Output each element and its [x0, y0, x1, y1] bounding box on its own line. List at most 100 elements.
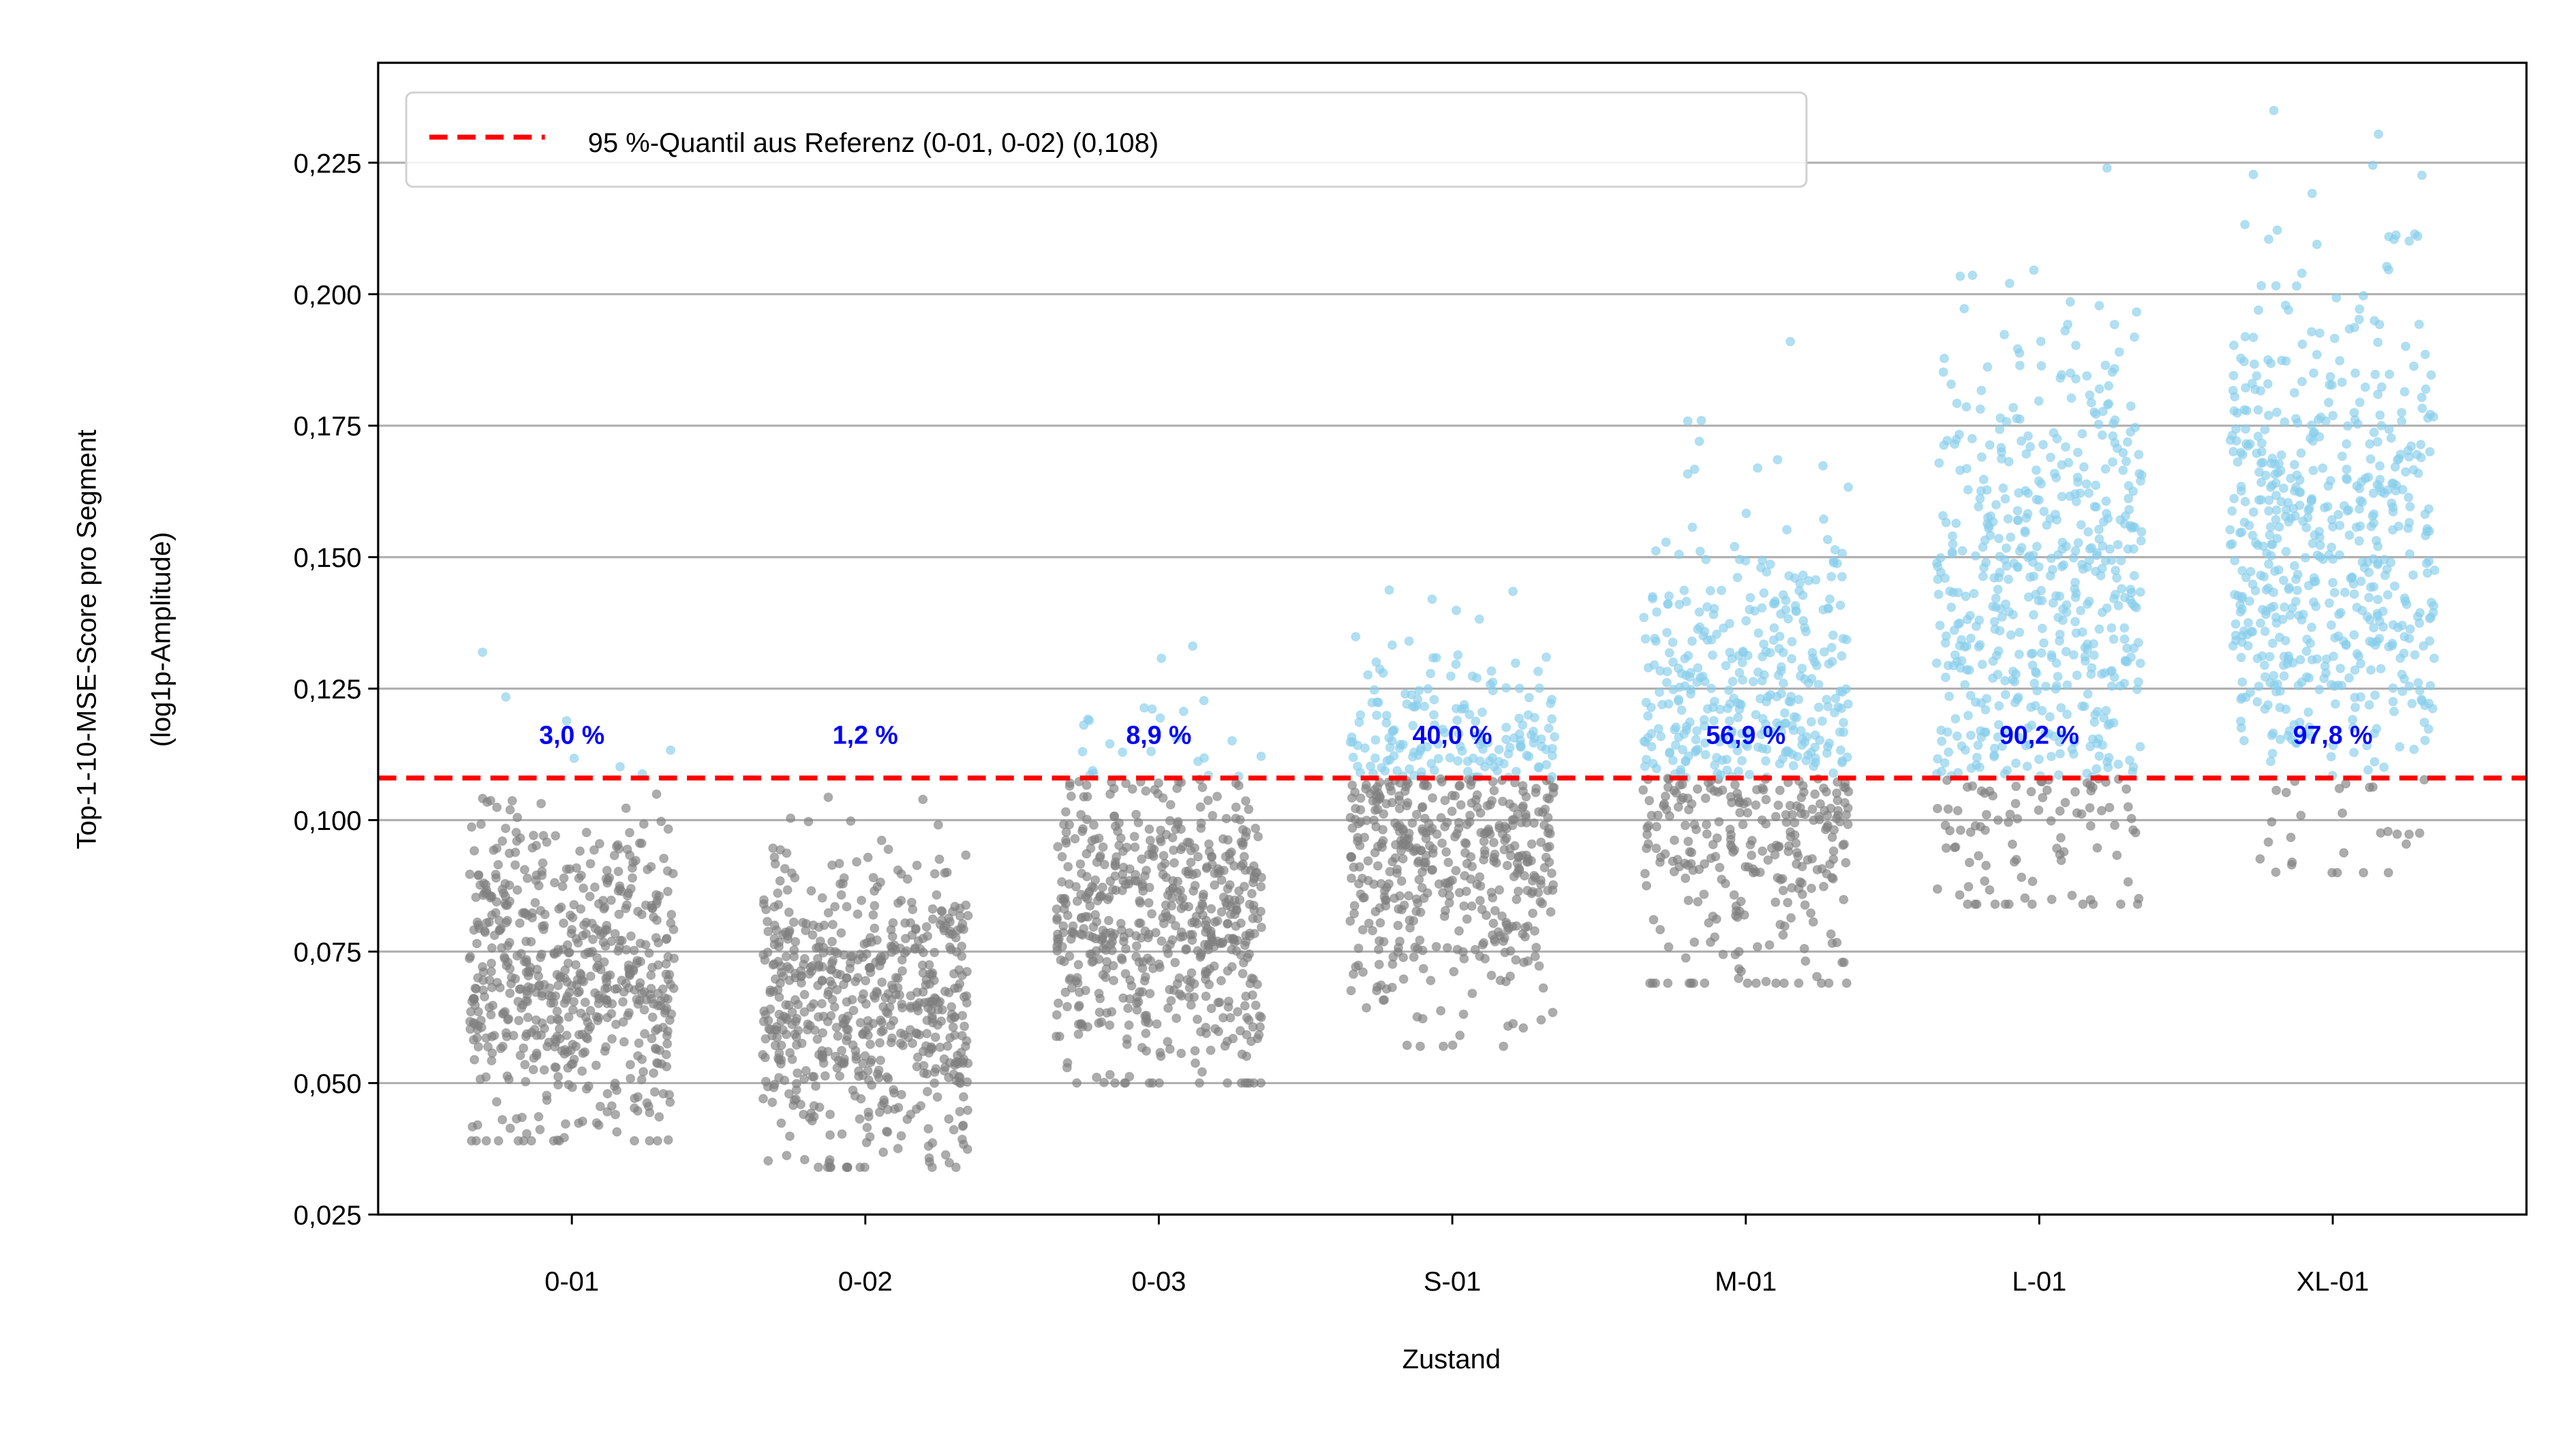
data-point: [2417, 393, 2427, 403]
data-point: [662, 1030, 672, 1041]
data-point: [1196, 818, 1206, 829]
data-point: [791, 936, 801, 947]
data-point: [591, 1060, 601, 1071]
data-point: [2091, 409, 2101, 419]
data-point: [2290, 737, 2301, 748]
data-point: [2004, 899, 2014, 909]
data-point: [1681, 756, 1691, 767]
data-point: [776, 1118, 786, 1128]
data-point: [1500, 835, 1510, 846]
data-point: [1543, 812, 1553, 822]
data-point: [1932, 803, 1943, 814]
data-point: [2403, 523, 2413, 534]
data-point: [1350, 814, 1360, 825]
data-point: [806, 886, 816, 896]
data-point: [2109, 320, 2119, 330]
data-point: [1370, 906, 1381, 917]
data-point: [2237, 527, 2247, 538]
data-point: [1803, 576, 1814, 586]
data-point: [1131, 810, 1141, 820]
data-point: [1472, 673, 1482, 683]
data-point: [1256, 882, 1266, 892]
data-point: [471, 984, 481, 994]
data-point: [1765, 559, 1775, 570]
data-point: [1387, 983, 1397, 993]
data-point: [1130, 842, 1140, 852]
data-point: [1974, 850, 1984, 861]
data-point: [478, 890, 489, 900]
data-point: [1685, 689, 1696, 699]
data-point: [2228, 340, 2239, 350]
data-point: [1788, 749, 1798, 760]
data-point: [1349, 908, 1360, 919]
data-point: [2012, 506, 2023, 516]
data-point: [2241, 439, 2252, 449]
data-point: [947, 1002, 957, 1012]
data-point: [2355, 397, 2365, 407]
data-point: [818, 942, 829, 953]
data-point: [2263, 583, 2273, 594]
data-point: [1197, 782, 1208, 793]
data-point: [1533, 666, 1544, 677]
data-point: [2253, 405, 2263, 415]
data-point: [2122, 437, 2132, 447]
data-point: [1837, 957, 1847, 968]
data-point: [2023, 488, 2034, 498]
data-point: [1453, 756, 1463, 766]
data-point: [1501, 917, 1512, 927]
data-point: [2239, 735, 2249, 745]
data-point: [1967, 433, 1977, 444]
data-point: [875, 877, 886, 887]
data-point: [2333, 510, 2344, 520]
data-point: [2029, 678, 2040, 688]
data-point: [837, 1045, 847, 1056]
data-point: [1998, 483, 2008, 493]
data-point: [1147, 908, 1157, 919]
data-point: [1687, 522, 1698, 532]
data-point: [2423, 413, 2433, 423]
data-point: [781, 951, 791, 961]
data-point: [2375, 461, 2385, 471]
data-point: [1765, 728, 1775, 739]
data-point: [647, 1012, 658, 1022]
data-point: [2079, 462, 2089, 472]
data-point: [2346, 573, 2356, 583]
data-point: [810, 1025, 820, 1035]
data-point: [1167, 893, 1177, 903]
data-point: [522, 996, 532, 1006]
data-point: [618, 1017, 628, 1027]
data-point: [2067, 744, 2077, 754]
data-point: [863, 1111, 874, 1122]
data-point: [2357, 605, 2367, 616]
data-point: [1663, 599, 1673, 609]
data-point: [1489, 762, 1499, 772]
data-point: [1843, 803, 1853, 813]
data-point: [2046, 894, 2057, 904]
data-point: [523, 966, 534, 976]
data-point: [1770, 978, 1781, 988]
data-point: [1652, 607, 1662, 617]
data-point: [1212, 791, 1223, 801]
data-point: [776, 1059, 786, 1069]
data-point: [1988, 673, 1998, 683]
data-point: [2011, 669, 2021, 679]
data-point: [2404, 633, 2414, 644]
data-point: [2011, 855, 2021, 865]
data-point: [2109, 718, 2119, 728]
data-point: [1994, 701, 2004, 711]
data-point: [788, 1101, 799, 1111]
data-point: [1052, 1010, 1062, 1020]
data-point: [1745, 604, 1755, 615]
data-point: [950, 902, 960, 912]
data-point: [1953, 619, 1963, 629]
data-point: [1821, 787, 1831, 797]
data-point: [2092, 548, 2102, 558]
data-point: [2034, 805, 2044, 815]
data-point: [918, 987, 928, 997]
data-point: [662, 887, 673, 897]
data-point: [2289, 561, 2299, 571]
data-point: [2375, 410, 2385, 420]
data-point: [1077, 747, 1088, 757]
data-point: [949, 1069, 959, 1079]
data-point: [874, 1107, 885, 1118]
